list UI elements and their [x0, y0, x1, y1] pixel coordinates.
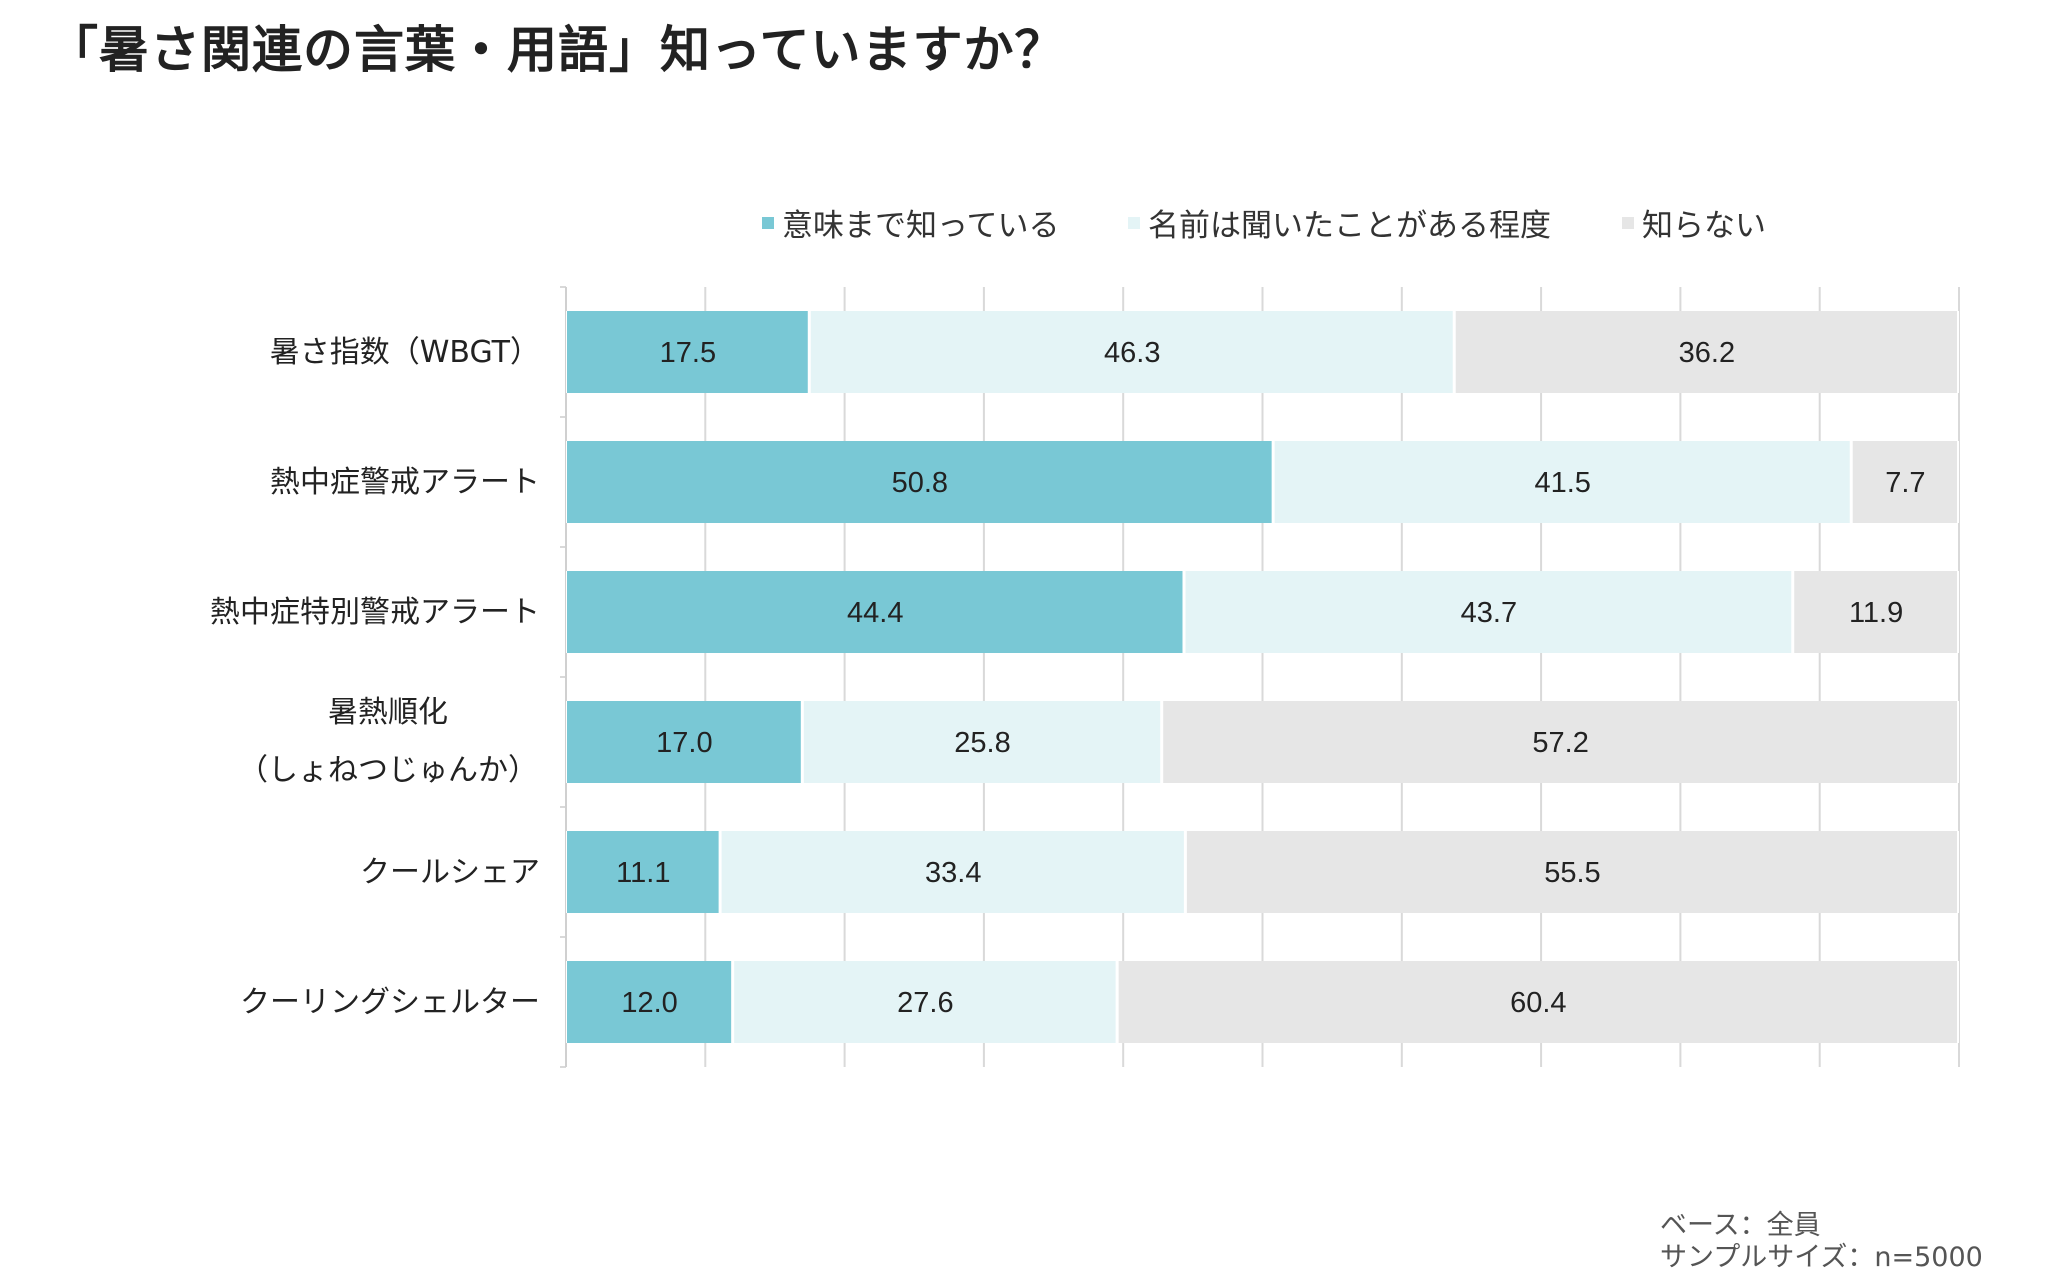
legend-label: 意味まで知っている [782, 208, 1060, 244]
legend-swatch [1128, 216, 1140, 229]
data-label: 44.4 [847, 597, 903, 629]
bar-segment [567, 961, 732, 1043]
data-label: 33.4 [925, 857, 981, 889]
bar-segment [1118, 961, 1957, 1043]
category-label: クーリングシェルター [240, 985, 540, 1020]
data-label: 60.4 [1510, 987, 1566, 1019]
data-label: 57.2 [1532, 727, 1588, 759]
category-label: 暑熱順化 [328, 695, 448, 730]
data-label: 17.5 [660, 337, 716, 369]
data-label: 17.0 [656, 727, 712, 759]
data-label: 55.5 [1544, 857, 1600, 889]
bar-segment [1186, 831, 1957, 913]
data-label: 50.8 [892, 467, 948, 499]
category-label: （しょねつじゅんか） [238, 753, 538, 788]
category-label: 熱中症警戒アラート [270, 465, 540, 500]
legend-label: 名前は聞いたことがある程度 [1148, 208, 1551, 244]
data-label: 46.3 [1104, 337, 1160, 369]
bar-segment [810, 311, 1453, 393]
bar-segment [1852, 441, 1957, 523]
bar-segment [1274, 441, 1850, 523]
chart-title: 「暑さ関連の言葉・用語」知っていますか？ [48, 21, 1066, 79]
footnote-sample-size: サンプルサイズ：n=5000 [1660, 1242, 1983, 1273]
data-label: 11.9 [1849, 597, 1903, 629]
bar-segment [567, 441, 1272, 523]
bar-segment [567, 571, 1183, 653]
category-label: 熱中症特別警戒アラート [210, 595, 540, 630]
data-label: 7.7 [1885, 467, 1925, 499]
footnote-base: ベース：全員 [1660, 1210, 1821, 1241]
data-label: 27.6 [897, 987, 953, 1019]
legend: 意味まで知っている 名前は聞いたことがある程度 知らない [0, 200, 2048, 250]
data-label: 43.7 [1461, 597, 1517, 629]
category-label: 暑さ指数（WBGT） [270, 335, 540, 370]
footnote: ベース：全員 サンプルサイズ：n=5000 [1660, 1210, 1983, 1274]
bar-segment [567, 831, 719, 913]
bar-segment [1163, 701, 1957, 783]
bar-segment [567, 701, 801, 783]
data-label: 25.8 [954, 727, 1010, 759]
data-label: 41.5 [1534, 467, 1590, 499]
bar-segment [567, 311, 808, 393]
bar-segment [803, 701, 1161, 783]
legend-label: 知らない [1642, 208, 1766, 244]
bar-segment [1185, 571, 1792, 653]
bar-segment [721, 831, 1184, 913]
bar-segment [1455, 311, 1957, 393]
legend-item-heard-name: 名前は聞いたことがある程度 [1128, 200, 1551, 245]
category-label: クールシェア [360, 855, 540, 890]
data-label: 11.1 [616, 857, 670, 889]
legend-swatch [1622, 216, 1634, 229]
bar-segment [1794, 571, 1957, 653]
bar-segment [734, 961, 1116, 1043]
data-label: 36.2 [1679, 337, 1735, 369]
legend-item-unknown: 知らない [1622, 200, 1766, 245]
legend-swatch [762, 216, 774, 229]
data-label: 12.0 [621, 987, 677, 1019]
legend-item-know-meaning: 意味まで知っている [762, 200, 1059, 245]
